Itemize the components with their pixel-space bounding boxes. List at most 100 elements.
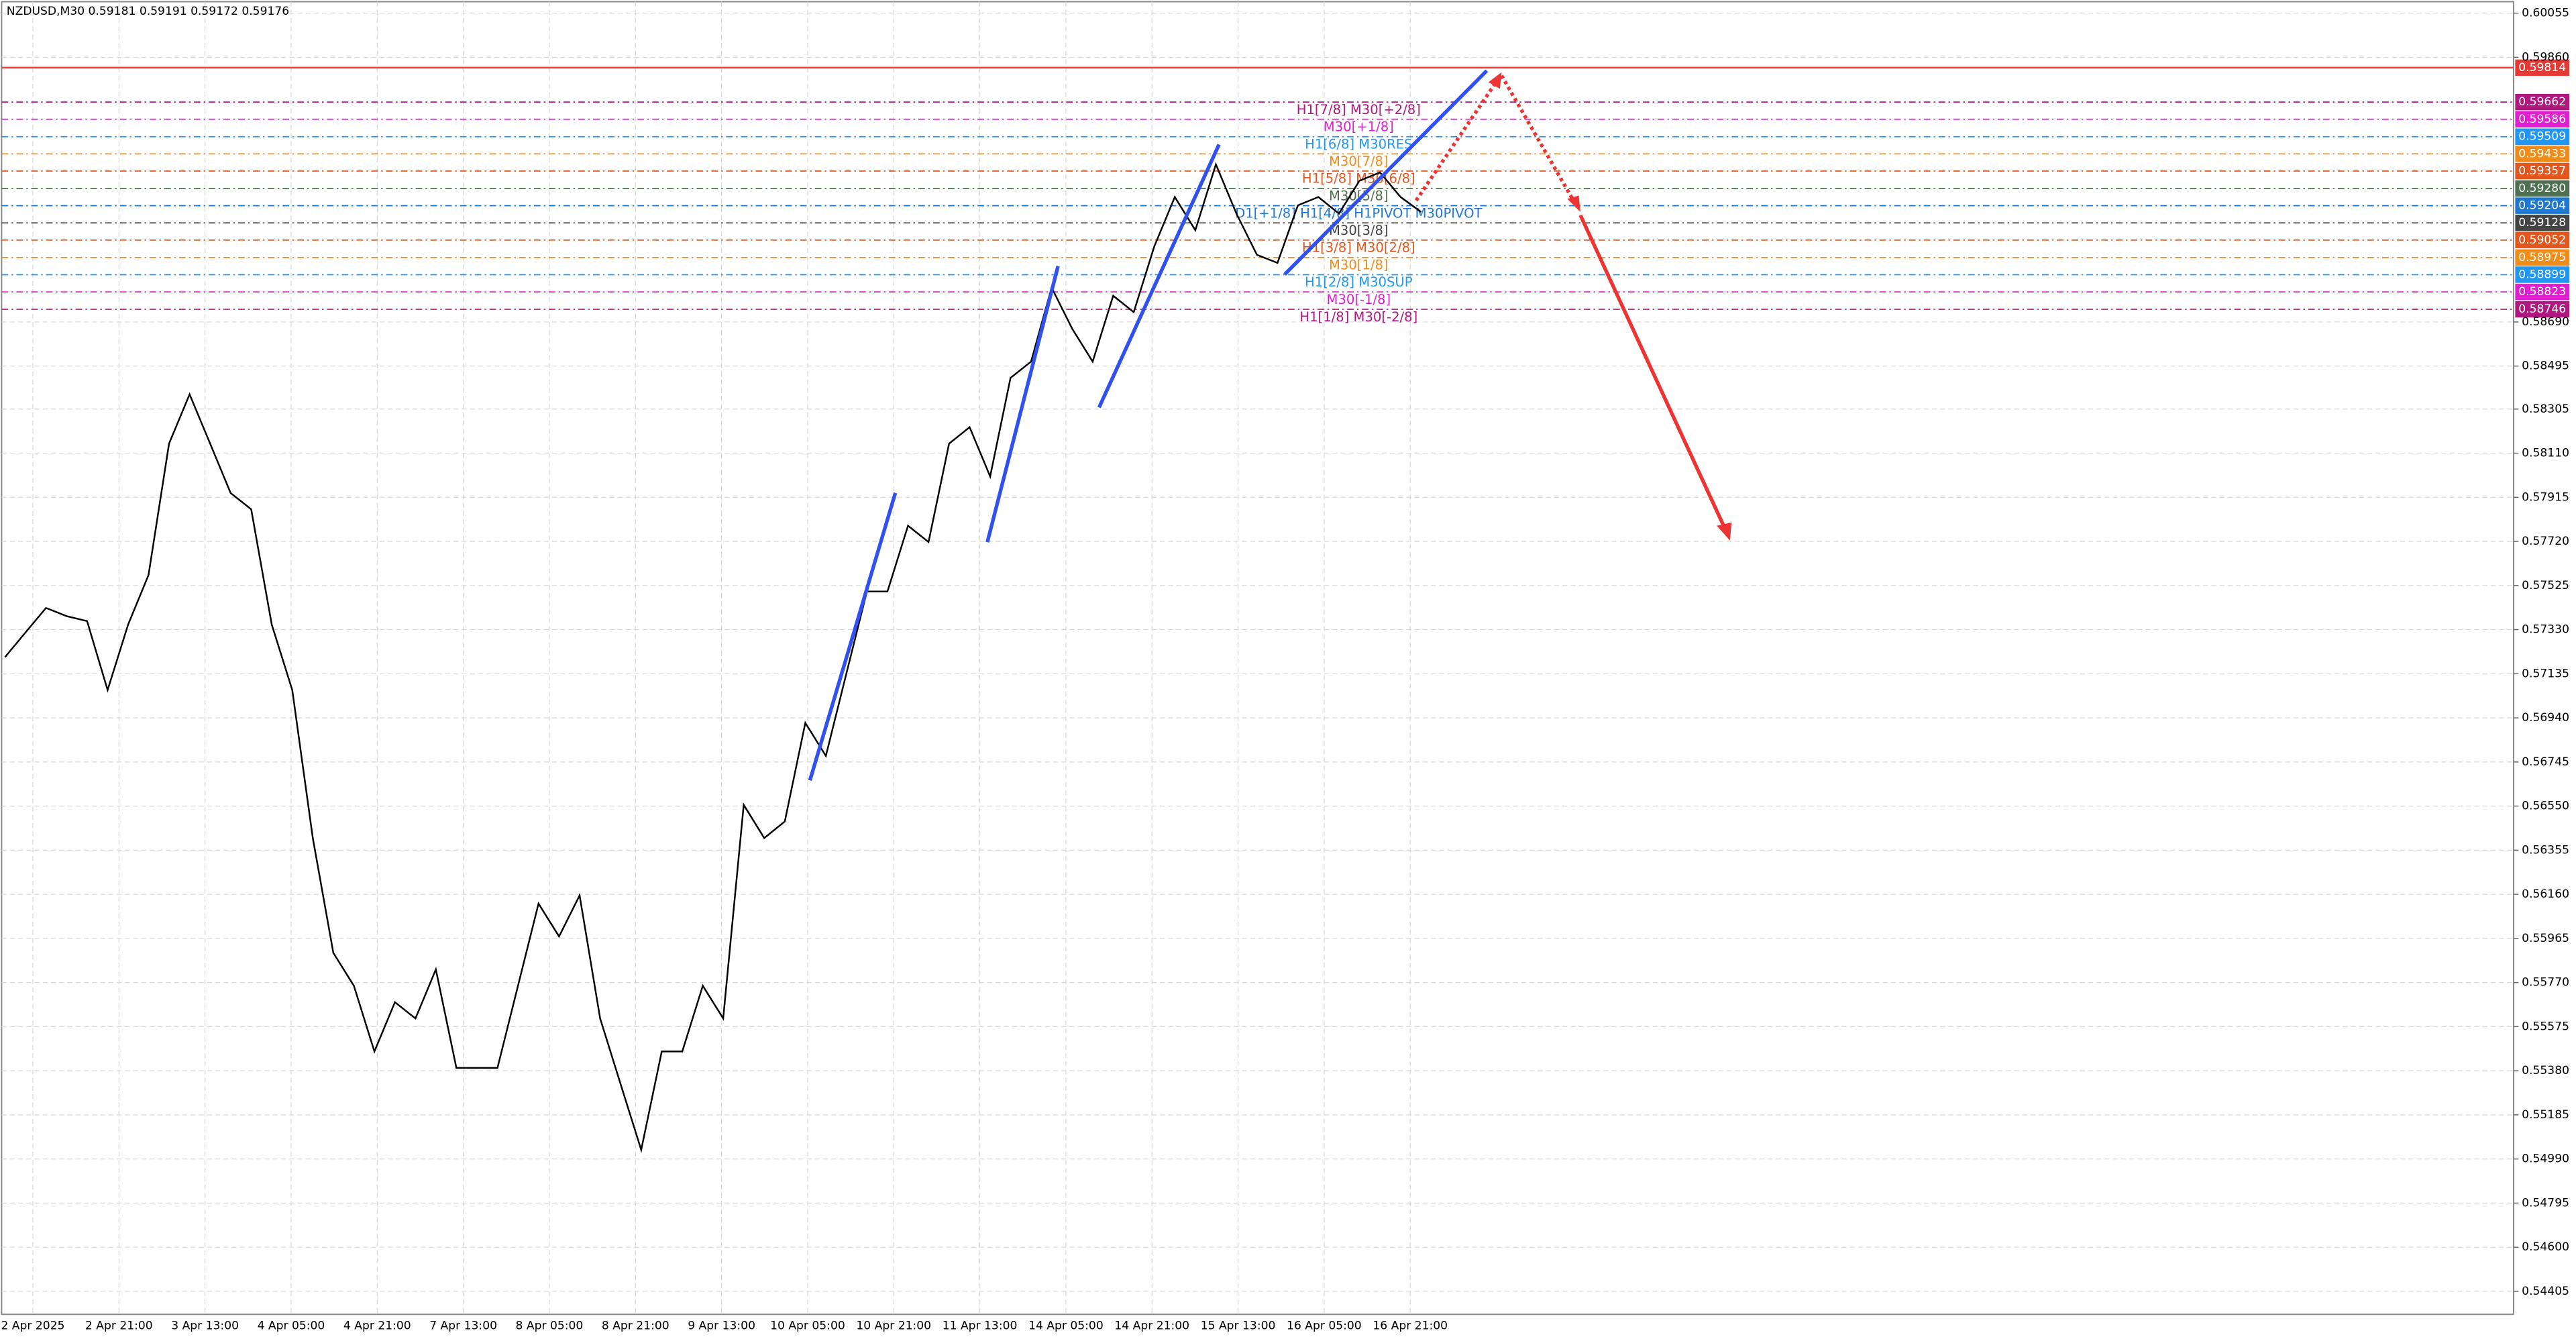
y-tick-label: 0.59860 xyxy=(2522,50,2569,64)
annotations xyxy=(808,69,1732,782)
price-tag-label: 0.58975 xyxy=(2518,251,2566,264)
level-label: M30[3/8] xyxy=(1329,223,1389,238)
levels: 0.59814 0.59662 H1[7/8] M30[+2/8] 0.59586 M3… xyxy=(1,59,2570,325)
trend-line xyxy=(1283,69,1489,276)
price-tag xyxy=(2515,146,2570,162)
level-label: H1[1/8] M30[-2/8] xyxy=(1299,309,1417,325)
y-tick-label: 0.56550 xyxy=(2522,800,2569,813)
y-tick-label: 0.58305 xyxy=(2522,403,2569,416)
trend-line xyxy=(985,266,1060,543)
y-tick-label: 0.56355 xyxy=(2522,843,2569,857)
level-label: H1[5/8] M30[6/8] xyxy=(1302,171,1415,186)
level-label: H1[3/8] M30[2/8] xyxy=(1302,240,1415,256)
price-tag xyxy=(2515,180,2570,197)
y-tick-label: 0.55575 xyxy=(2522,1020,2569,1033)
forecast-arrow xyxy=(1414,78,1500,202)
price-tag xyxy=(2515,249,2570,266)
y-tick-label: 0.55770 xyxy=(2522,976,2569,989)
level-label: M30[1/8] xyxy=(1329,258,1389,273)
x-tick-label: 3 Apr 13:00 xyxy=(171,1319,239,1332)
level-label: M30[-1/8] xyxy=(1326,292,1391,307)
y-tick-label: 0.57915 xyxy=(2522,490,2569,504)
forecast-arrow xyxy=(1578,214,1729,533)
x-tick-label: 2 Apr 2025 xyxy=(1,1319,64,1332)
y-tick-label: 0.56940 xyxy=(2522,711,2569,725)
price-tag-label: 0.59204 xyxy=(2518,199,2566,213)
price-tag xyxy=(2515,197,2570,214)
grid xyxy=(1,1,2514,1315)
level-label: H1[7/8] M30[+2/8] xyxy=(1297,102,1421,117)
price-tag-label: 0.59586 xyxy=(2518,113,2566,126)
level-label: H1[2/8] M30SUP xyxy=(1305,274,1413,290)
y-tick-label: 0.57330 xyxy=(2522,623,2569,637)
y-tick-label: 0.56745 xyxy=(2522,755,2569,769)
price-tag-label: 0.58899 xyxy=(2518,268,2566,281)
price-tag-label: 0.59509 xyxy=(2518,130,2566,144)
y-tick-label: 0.55185 xyxy=(2522,1108,2569,1122)
x-tick-label: 7 Apr 13:00 xyxy=(429,1319,497,1332)
price-tag xyxy=(2515,301,2570,318)
y-tick-label: 0.57135 xyxy=(2522,667,2569,680)
price-tag xyxy=(2515,59,2570,76)
y-tick-label: 0.54990 xyxy=(2522,1153,2569,1166)
price-tag xyxy=(2515,231,2570,249)
level-label: D1[+1/8] H1[4/8] H1PIVOT M30PIVOT xyxy=(1235,205,1483,221)
y-tick-label: 0.58690 xyxy=(2522,315,2569,329)
x-tick-label: 2 Apr 21:00 xyxy=(85,1319,153,1332)
x-tick-label: 16 Apr 05:00 xyxy=(1287,1319,1362,1332)
level-label: M30[7/8] xyxy=(1329,154,1389,169)
x-tick-label: 16 Apr 21:00 xyxy=(1373,1319,1448,1332)
price-tag-label: 0.59662 xyxy=(2518,95,2566,109)
y-tick-label: 0.60055 xyxy=(2522,7,2569,20)
price-tag-label: 0.59280 xyxy=(2518,182,2566,195)
x-tick-label: 4 Apr 21:00 xyxy=(343,1319,411,1332)
price-tag xyxy=(2515,111,2570,128)
chart-title: NZDUSD,M30 0.59181 0.59191 0.59172 0.591… xyxy=(7,5,289,18)
x-tick-label: 8 Apr 21:00 xyxy=(602,1319,669,1332)
price-tag-label: 0.58746 xyxy=(2518,303,2566,316)
arrow-head xyxy=(1567,195,1580,212)
axes: 0.60055 0.59860 0.58690 0.58495 0.58305 0.581… xyxy=(1,7,2569,1333)
x-tick-label: 10 Apr 05:00 xyxy=(770,1319,845,1332)
y-tick-label: 0.56160 xyxy=(2522,888,2569,901)
price-tag-label: 0.59357 xyxy=(2518,164,2566,178)
price-tag xyxy=(2515,128,2570,146)
arrow-head xyxy=(1717,522,1732,541)
price-tag xyxy=(2515,283,2570,301)
level-label: H1[6/8] M30RES xyxy=(1305,137,1412,152)
y-tick-label: 0.57720 xyxy=(2522,535,2569,548)
x-tick-label: 11 Apr 13:00 xyxy=(943,1319,1018,1332)
price-line xyxy=(4,162,1422,1153)
arrow-head xyxy=(1488,72,1502,89)
x-tick-label: 8 Apr 05:00 xyxy=(516,1319,584,1332)
y-tick-label: 0.55380 xyxy=(2522,1064,2569,1077)
x-tick-label: 15 Apr 13:00 xyxy=(1201,1319,1276,1332)
trend-line xyxy=(808,492,898,782)
price-tag-label: 0.59433 xyxy=(2518,147,2566,160)
price-tag xyxy=(2515,214,2570,231)
y-tick-label: 0.55965 xyxy=(2522,932,2569,945)
y-tick-label: 0.57525 xyxy=(2522,579,2569,592)
price-tag xyxy=(2515,162,2570,180)
price-tag xyxy=(2515,93,2570,111)
price-tag-label: 0.59814 xyxy=(2518,61,2566,74)
y-tick-label: 0.58110 xyxy=(2522,447,2569,460)
y-tick-label: 0.54405 xyxy=(2522,1285,2569,1298)
y-tick-label: 0.54600 xyxy=(2522,1240,2569,1254)
forecast-arrow xyxy=(1500,74,1579,208)
price-tag-label: 0.58823 xyxy=(2518,285,2566,299)
y-tick-label: 0.58495 xyxy=(2522,360,2569,373)
level-label: M30[+1/8] xyxy=(1324,119,1394,135)
x-tick-label: 10 Apr 21:00 xyxy=(856,1319,931,1332)
price-tag-label: 0.59052 xyxy=(2518,233,2566,247)
price-series xyxy=(4,162,1422,1153)
trend-line xyxy=(1097,144,1221,409)
x-tick-label: 14 Apr 21:00 xyxy=(1114,1319,1189,1332)
y-tick-label: 0.54795 xyxy=(2522,1196,2569,1210)
level-label: M30[5/8] xyxy=(1329,189,1389,204)
x-tick-label: 9 Apr 13:00 xyxy=(688,1319,755,1332)
price-tag-label: 0.59128 xyxy=(2518,216,2566,229)
